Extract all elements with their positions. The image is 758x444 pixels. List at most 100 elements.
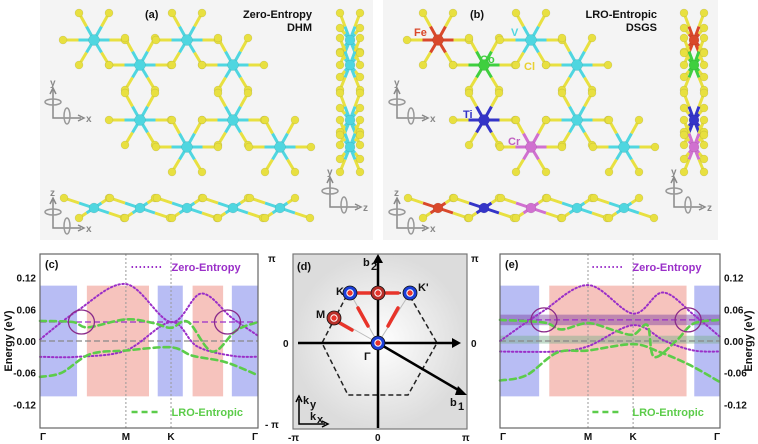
cl-atom xyxy=(494,88,504,98)
cl-atom xyxy=(167,60,177,70)
cl-atom xyxy=(335,72,345,82)
k-label: K xyxy=(336,286,344,298)
rotation-icon xyxy=(63,107,71,125)
cl-atom xyxy=(699,167,709,177)
cl-atom xyxy=(355,167,365,177)
y-axis-label: Energy (eV) xyxy=(743,310,755,371)
arrowhead xyxy=(295,394,330,428)
cl-atom xyxy=(679,130,689,140)
cl-atom xyxy=(511,8,521,18)
cl-atom xyxy=(151,142,161,152)
metal-atom xyxy=(181,34,193,46)
metal-atom xyxy=(525,141,537,153)
arrowhead xyxy=(49,196,86,232)
legend-lro-entropic-label: LRO-Entropic xyxy=(172,407,244,419)
cl-atom xyxy=(679,60,689,70)
tick-pi-bottom: π xyxy=(462,433,470,444)
metal-atom xyxy=(88,202,100,214)
path-segment xyxy=(386,306,400,328)
highlight-circle xyxy=(67,309,96,335)
cl-atom xyxy=(679,33,689,43)
y-tick-label: -0.12 xyxy=(724,400,747,411)
label-co: Co xyxy=(480,54,495,66)
k-prime-point-center xyxy=(406,289,414,297)
rotation-icon xyxy=(321,187,339,195)
cl-atom xyxy=(290,115,300,125)
label-v: V xyxy=(511,27,519,39)
panel-a-subtitle: DHM xyxy=(287,22,312,34)
energy-band xyxy=(500,335,720,344)
cl-atom xyxy=(604,167,614,177)
metal-atom xyxy=(344,141,356,153)
cl-atom xyxy=(306,142,316,152)
cl-atom xyxy=(604,115,614,125)
rotation-icon xyxy=(44,208,62,216)
arrowhead xyxy=(393,86,430,122)
cl-atom xyxy=(557,33,567,43)
rotation-icon xyxy=(684,196,692,214)
axis-label-x: x xyxy=(86,224,92,235)
arrowhead xyxy=(393,196,430,232)
tick-neg-pi-bottom: -π xyxy=(288,433,299,444)
panel-b-label: (b) xyxy=(470,9,484,21)
kpoint-label: Γ xyxy=(40,432,46,443)
cl-atom xyxy=(604,213,614,223)
metal-atom xyxy=(274,141,286,153)
tick-pi-left: π xyxy=(268,254,276,265)
panel-d-brillouin-zone: (d)K K'MΓb 2b 1π π0 0- π-π 0 πk yk x xyxy=(265,253,479,444)
cl-atom xyxy=(448,115,458,125)
cl-atom xyxy=(74,8,84,18)
arrowhead xyxy=(49,86,86,122)
tick-pi-right: π xyxy=(471,254,479,265)
tick-zero-left: 0 xyxy=(283,339,289,350)
y-tick-label: 0.12 xyxy=(724,274,744,285)
cl-atom xyxy=(511,60,521,70)
cl-atom xyxy=(74,213,84,223)
cl-atom xyxy=(542,193,552,203)
y-tick-label: 0.06 xyxy=(724,305,744,316)
cl-atom xyxy=(541,8,551,18)
cl-atom xyxy=(418,8,428,18)
cl-atom xyxy=(335,167,345,177)
metal-atom xyxy=(478,114,490,126)
cl-atom xyxy=(650,142,660,152)
y-tick-label: 0.00 xyxy=(17,337,37,348)
tick-zero-bottom: 0 xyxy=(375,433,381,444)
metal-atom xyxy=(344,34,356,46)
cl-atom xyxy=(335,140,345,150)
cl-atom xyxy=(589,193,599,203)
cl-atom xyxy=(335,48,345,58)
cl-atom xyxy=(699,115,709,125)
cl-atom xyxy=(679,167,689,177)
kx-subscript: x xyxy=(317,414,324,426)
cl-atom xyxy=(167,167,177,177)
metal-atom xyxy=(344,59,356,71)
metal-atom xyxy=(134,59,146,71)
ky-subscript: y xyxy=(310,399,317,411)
cl-atom xyxy=(197,115,207,125)
axis-label-y: y xyxy=(671,167,677,178)
rotation-icon xyxy=(407,107,415,125)
series-lro-entropic xyxy=(498,342,722,384)
cl-atom xyxy=(699,60,709,70)
b1-vector xyxy=(377,341,461,393)
gamma-point-center xyxy=(374,339,382,347)
label-cr: Cr xyxy=(508,136,521,148)
metal-atom xyxy=(571,59,583,71)
cl-atom xyxy=(699,48,709,58)
kpoint-label: Γ xyxy=(500,432,506,443)
tick-zero-right: 0 xyxy=(471,339,477,350)
cl-atom xyxy=(244,142,254,152)
series-lro-entropic xyxy=(498,318,722,359)
cl-atom xyxy=(402,35,412,45)
ky-label: k xyxy=(303,395,310,407)
cl-atom xyxy=(587,88,597,98)
cl-atom xyxy=(699,154,709,164)
axis-label-z: z xyxy=(394,188,399,199)
shaded-region-blue xyxy=(231,285,258,397)
cl-atom xyxy=(260,167,270,177)
cl-atom xyxy=(335,60,345,70)
cl-atom xyxy=(603,60,613,70)
cl-atom xyxy=(496,193,506,203)
arrowhead xyxy=(455,386,467,395)
